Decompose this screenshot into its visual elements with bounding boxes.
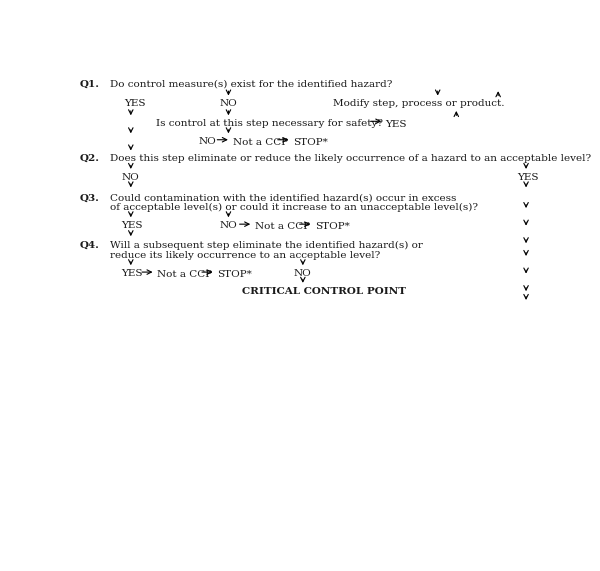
Text: Not a CCP: Not a CCP [255, 222, 310, 231]
Text: Do control measure(s) exist for the identified hazard?: Do control measure(s) exist for the iden… [110, 80, 392, 89]
Text: NO: NO [219, 99, 237, 108]
Text: YES: YES [121, 221, 143, 230]
Text: reduce its likely occurrence to an acceptable level?: reduce its likely occurrence to an accep… [110, 251, 380, 260]
Text: Not a CCP: Not a CCP [233, 138, 288, 147]
Text: NO: NO [121, 172, 139, 182]
Text: STOP*: STOP* [293, 138, 328, 147]
Text: YES: YES [517, 172, 538, 182]
Text: Q3.: Q3. [80, 194, 100, 202]
Text: STOP*: STOP* [217, 270, 252, 279]
Text: NO: NO [219, 221, 237, 230]
Text: CRITICAL CONTROL POINT: CRITICAL CONTROL POINT [242, 287, 406, 296]
Text: YES: YES [121, 269, 143, 278]
Text: Q1.: Q1. [80, 80, 100, 89]
Text: Q4.: Q4. [80, 242, 100, 250]
Text: NO: NO [293, 269, 311, 278]
Text: YES: YES [386, 119, 407, 128]
Text: Will a subsequent step eliminate the identified hazard(s) or: Will a subsequent step eliminate the ide… [110, 242, 423, 251]
Text: Q2.: Q2. [80, 154, 100, 163]
Text: Not a CCP: Not a CCP [157, 270, 212, 279]
Text: Modify step, process or product.: Modify step, process or product. [333, 99, 505, 108]
Text: of acceptable level(s) or could it increase to an unacceptable level(s)?: of acceptable level(s) or could it incre… [110, 203, 478, 212]
Text: NO: NO [198, 136, 216, 146]
Text: Is control at this step necessary for safety?: Is control at this step necessary for sa… [157, 119, 383, 128]
Text: Could contamination with the identified hazard(s) occur in excess: Could contamination with the identified … [110, 194, 456, 202]
Text: YES: YES [124, 99, 145, 108]
Text: Does this step eliminate or reduce the likely occurrence of a hazard to an accep: Does this step eliminate or reduce the l… [110, 154, 591, 163]
Text: STOP*: STOP* [315, 222, 350, 231]
